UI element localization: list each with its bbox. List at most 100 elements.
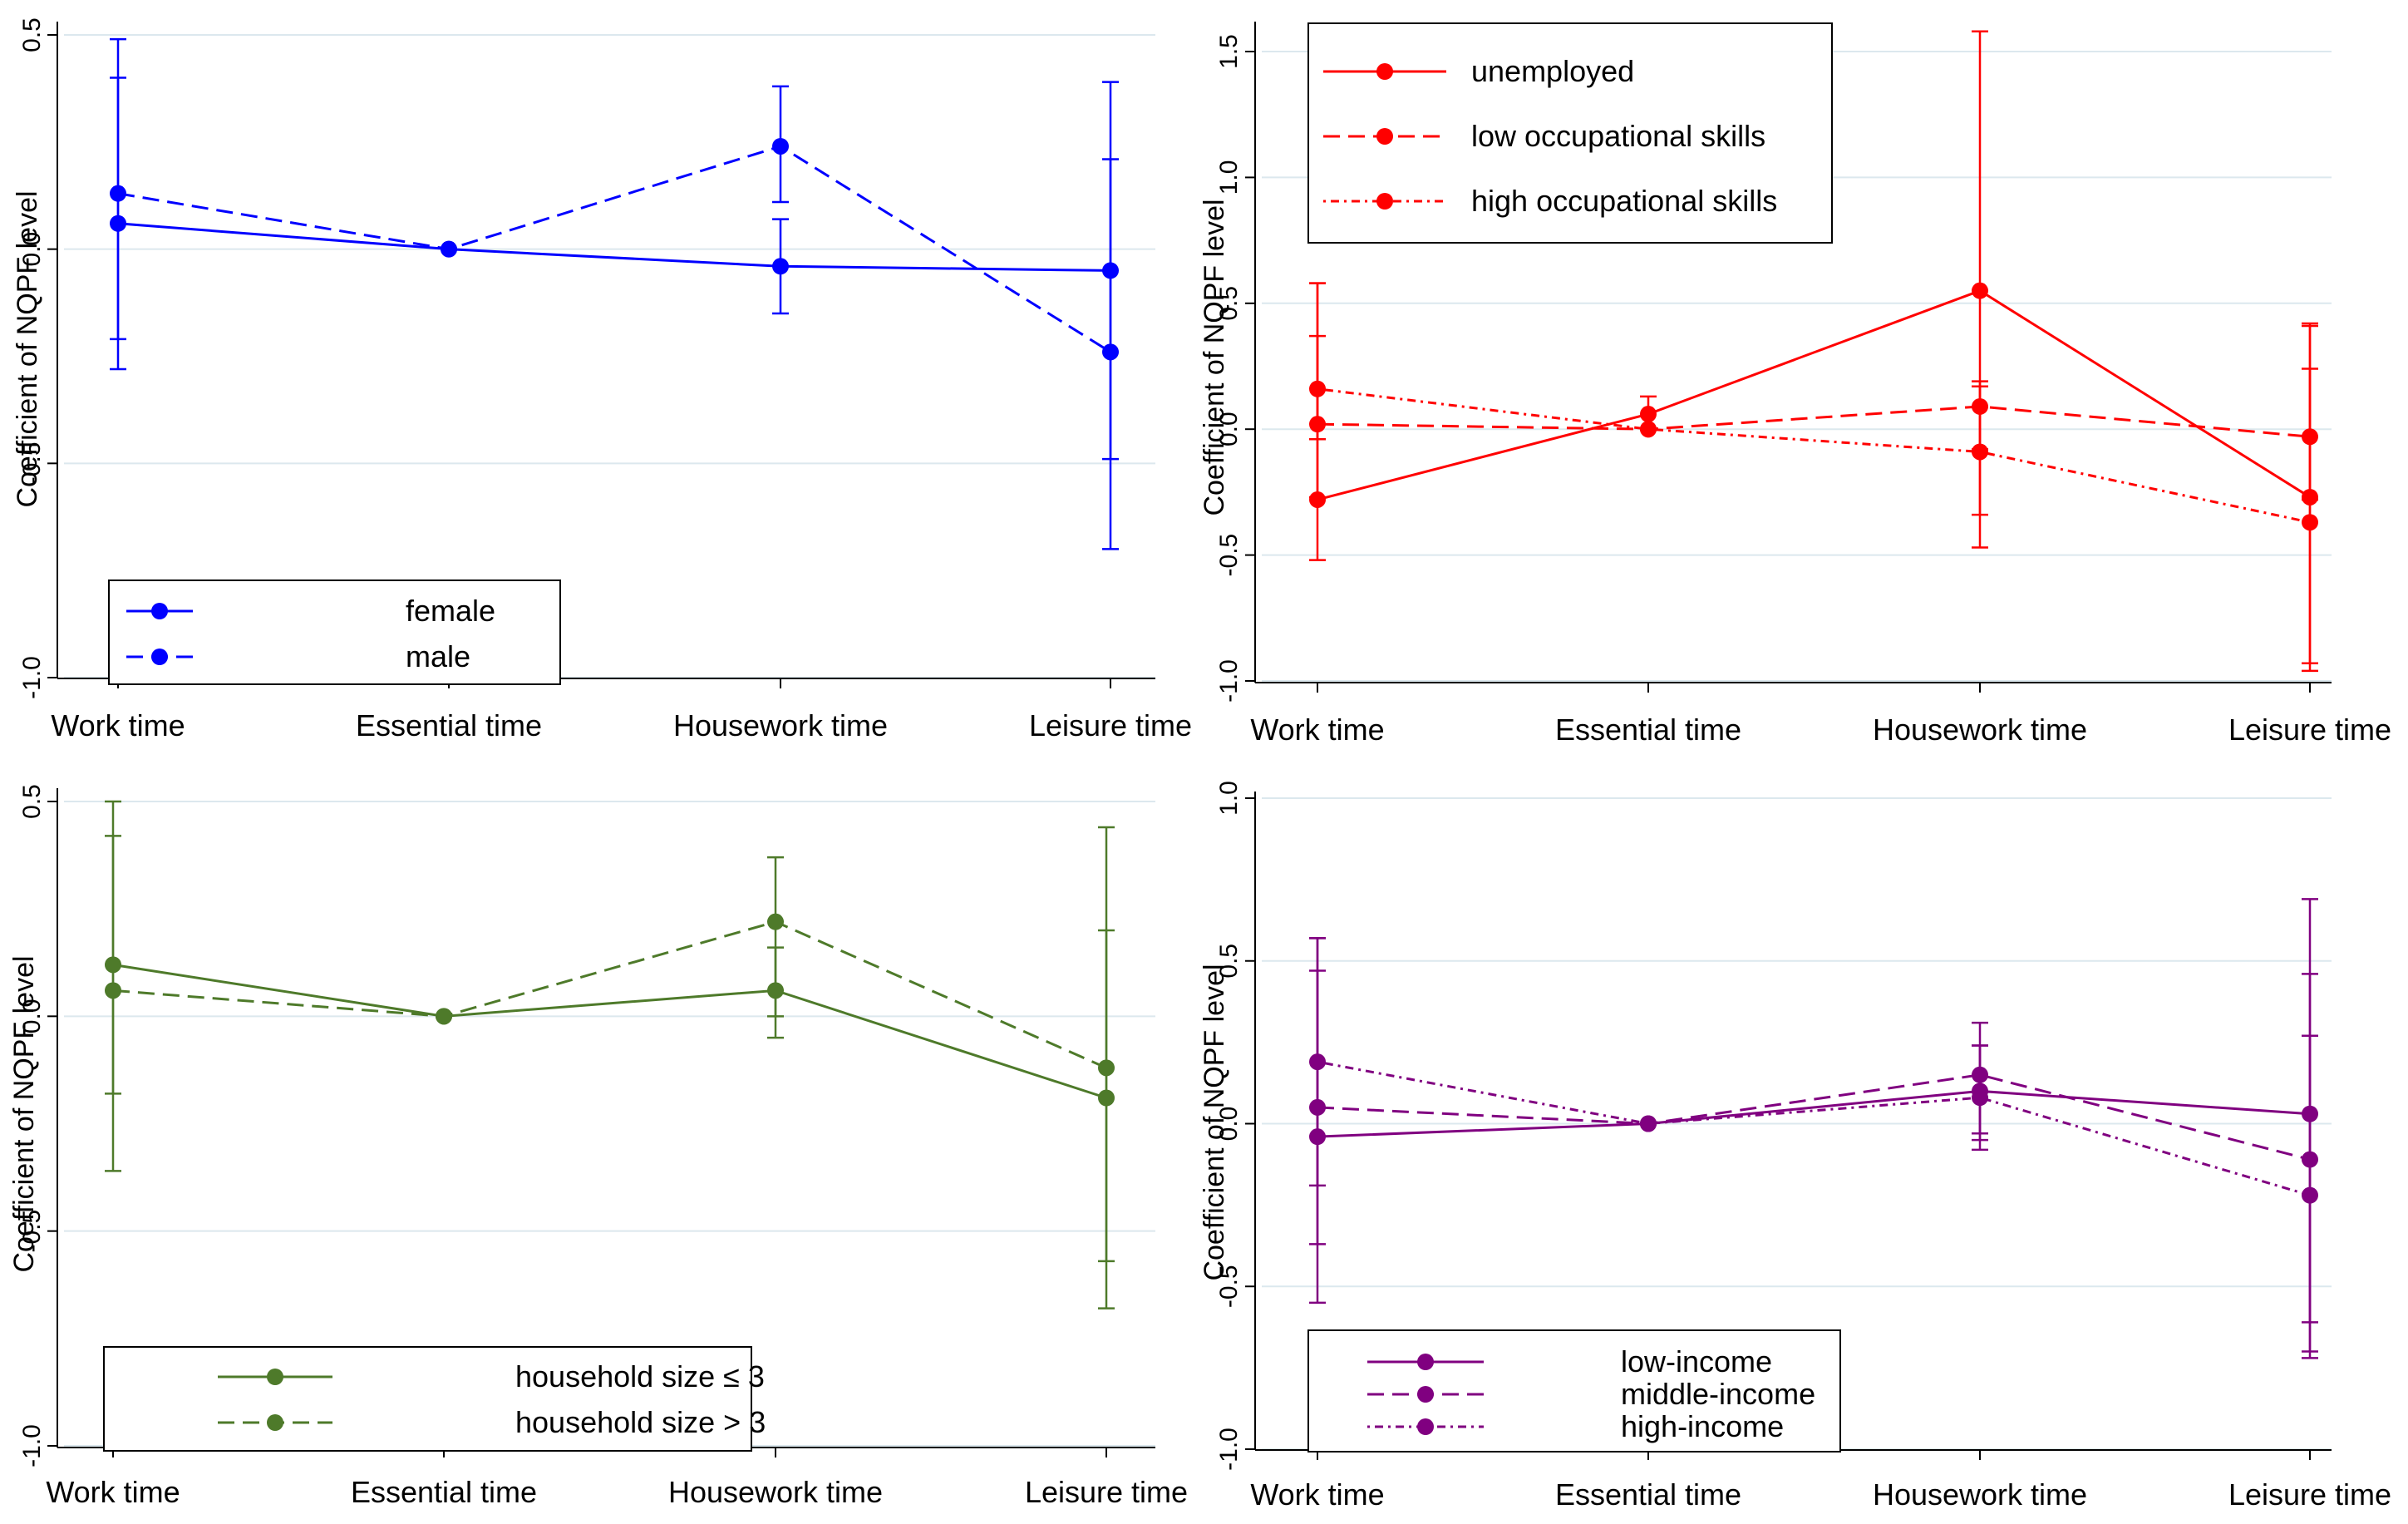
legend-box [1307,1329,1841,1452]
legend-box [108,580,561,685]
series-line [1317,289,2311,501]
y-axis-title: Coefficient of NQPF level [1199,199,1230,515]
series-line [1317,1073,2311,1161]
legend-label: low occupational skills [1471,119,1765,153]
y-tick-label: 0.0 [18,999,46,1033]
legend-marker [1376,193,1393,210]
data-point [1640,1115,1657,1132]
data-point [1309,380,1326,397]
data-point [1972,282,1988,299]
x-tick-label: Leisure time [2228,1477,2391,1512]
legend-label: high occupational skills [1471,184,1777,218]
series-line [1317,387,2311,524]
y-axis-title: Coefficient of NQPF level [8,955,40,1272]
x-tick-label: Work time [46,1475,180,1509]
y-tick-label: -0.5 [1215,1265,1243,1308]
x-tick-label: Housework time [1873,1477,2087,1512]
data-point [1309,1053,1326,1071]
x-tick-label: Work time [51,708,185,742]
series-household-size-3 [105,800,1115,1263]
legend-box [103,1346,752,1452]
data-point [441,240,457,258]
legend: unemployed low occupational skills high oc… [1307,22,1833,244]
x-tick-label: Essential time [351,1475,537,1509]
x-tick-label: Work time [1250,713,1384,747]
x-tick-label: Essential time [356,708,542,742]
data-point [1972,443,1988,461]
y-axis-title: Coefficient of NQPF level [12,190,43,507]
legend-marker [267,1414,283,1431]
series-line [1317,1060,2311,1197]
legend-marker [1417,1386,1434,1403]
x-tick-label: Housework time [1873,713,2087,747]
data-point [1640,406,1657,423]
data-point [772,258,789,275]
data-point [105,982,121,999]
y-tick-label: 1.5 [1215,34,1243,69]
series-middle-income [1309,898,2318,1359]
x-tick-label: Leisure time [2228,713,2391,747]
data-point [767,913,784,930]
data-point [2302,1186,2318,1204]
legend-label: household size > 3 [515,1405,766,1439]
legend-marker [1376,63,1393,80]
x-tick-label: Housework time [668,1475,883,1509]
series-high-occupational-skills [1309,282,2318,665]
series-low-income [1309,969,2318,1324]
x-tick-label: Leisure time [1025,1475,1188,1509]
series-household-size-3 [105,835,1115,1309]
series-high-income [1309,937,2318,1353]
series-low-occupational-skills [1309,334,2318,501]
legend-marker [1417,1354,1434,1370]
y-tick-label: 0.5 [18,17,46,52]
legend-label: high-income [1621,1409,1784,1443]
y-tick-label: 0.0 [1215,1107,1243,1142]
y-tick-label: 0.0 [18,232,46,267]
series-line [1317,405,2311,438]
y-tick-label: -0.5 [18,441,46,485]
legend-label: middle-income [1621,1377,1815,1411]
y-tick-label: 1.0 [1215,160,1243,195]
legend-marker [267,1369,283,1385]
data-point [1102,343,1119,361]
legend-marker [1417,1418,1434,1435]
legend-marker [1376,128,1393,145]
y-tick-label: 0.5 [1215,286,1243,321]
legend-label: female [406,594,495,628]
y-tick-label: 1.0 [1215,781,1243,816]
data-point [1098,1059,1115,1077]
x-tick-label: Essential time [1555,1477,1741,1512]
data-point [110,185,126,202]
y-tick-label: 0.5 [1215,944,1243,979]
legend-label: male [406,639,470,673]
data-point [1640,421,1657,438]
x-tick-label: Work time [1250,1477,1384,1512]
legend-marker [151,649,168,665]
x-tick-label: Essential time [1555,713,1741,747]
x-tick-label: Housework time [673,708,888,742]
y-tick-label: -0.5 [18,1210,46,1253]
series-line [112,963,1107,1099]
y-axis-title: Coefficient of NQPF level [1199,964,1230,1280]
data-point [2302,514,2318,531]
y-tick-label: 0.0 [1215,412,1243,446]
series-male [110,37,1119,550]
series-female [110,76,1119,461]
y-tick-label: -1.0 [18,1424,46,1467]
series-line [112,920,1107,1069]
series-line [117,222,1111,272]
data-point [1972,1089,1988,1107]
y-tick-label: -1.0 [18,656,46,699]
y-tick-label: -1.0 [1215,1428,1243,1471]
legend-label: unemployed [1471,54,1634,88]
data-point [1309,491,1326,508]
x-tick-label: Leisure time [1029,708,1192,742]
data-point [436,1008,452,1025]
series-line [117,145,1111,353]
legend-box [1307,22,1833,244]
